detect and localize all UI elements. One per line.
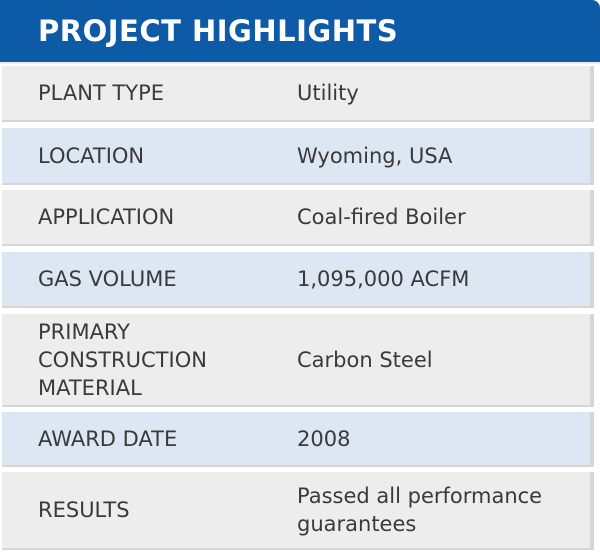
row-label: AWARD DATE (38, 426, 178, 451)
row-label: PRIMARY CONSTRUCTION MATERIAL (38, 319, 207, 400)
row-primary-construction-material: PRIMARY CONSTRUCTION MATERIAL Carbon Ste… (2, 314, 594, 407)
row-location: LOCATION Wyoming, USA (2, 128, 594, 185)
row-label: RESULTS (38, 498, 130, 522)
row-value: 1,095,000 ACFM (297, 267, 470, 291)
row-value: Passed all performance guarantees (297, 484, 543, 536)
row-value: Utility (297, 81, 359, 105)
row-value: Coal-fired Boiler (297, 205, 466, 229)
row-label: PLANT TYPE (38, 81, 165, 105)
row-application: APPLICATION Coal-fired Boiler (2, 190, 594, 246)
page-title: PROJECT HIGHLIGHTS (38, 14, 399, 48)
row-results: RESULTS Passed all performance guarantee… (2, 472, 594, 550)
row-value: Wyoming, USA (297, 143, 453, 168)
row-gas-volume: GAS VOLUME 1,095,000 ACFM (2, 252, 594, 308)
row-award-date: AWARD DATE 2008 (2, 412, 594, 467)
row-plant-type: PLANT TYPE Utility (2, 66, 594, 122)
row-value: 2008 (297, 426, 351, 451)
row-label: LOCATION (38, 143, 145, 168)
row-label: GAS VOLUME (38, 267, 177, 291)
row-label: APPLICATION (38, 205, 175, 229)
highlights-header: PROJECT HIGHLIGHTS (0, 0, 600, 62)
row-value: Carbon Steel (297, 347, 433, 372)
